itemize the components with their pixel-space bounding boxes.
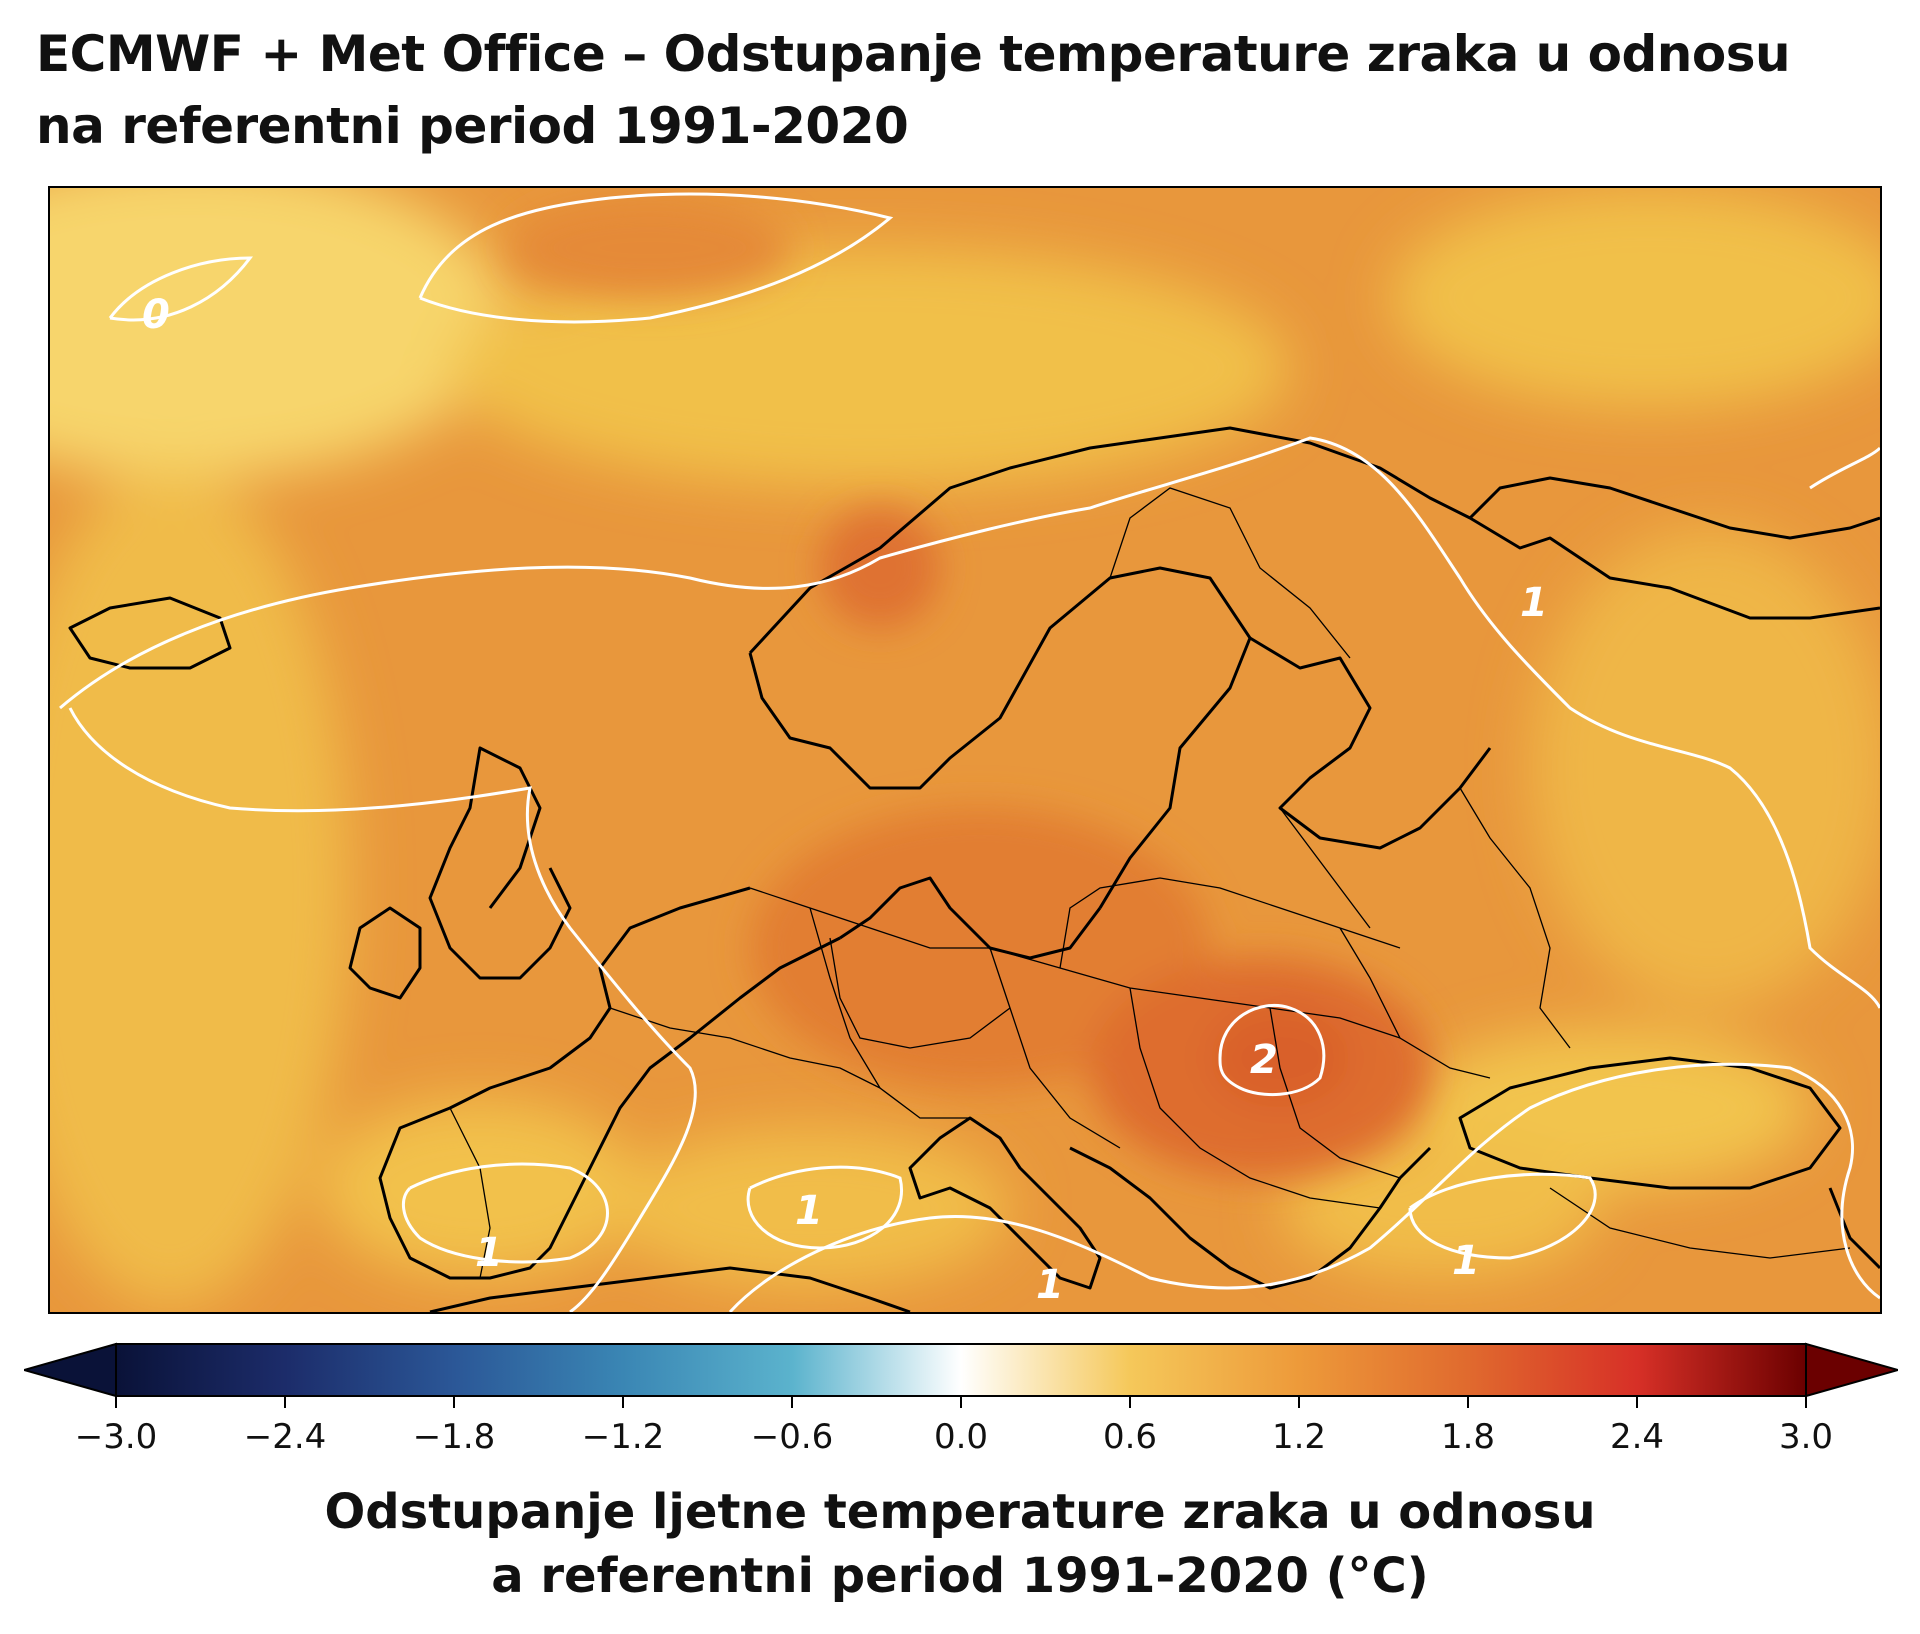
field-cool-greece	[1280, 1138, 1600, 1278]
coast-caspian-edge	[1828, 1187, 1880, 1270]
colorbar-tick-label: −1.2	[582, 1417, 665, 1457]
colorbar-label: Odstupanje ljetne temperature zraka u od…	[0, 1480, 1920, 1608]
field-warm-norway	[820, 508, 940, 628]
coast-black-sea	[1458, 1056, 1842, 1190]
anomaly-contours	[59, 192, 1880, 1312]
coast-norway-south	[748, 566, 1252, 909]
border-iberia	[449, 1107, 491, 1279]
contour-1-med	[746, 1165, 903, 1250]
colorbar-tick-label: 2.4	[1610, 1417, 1664, 1457]
contour-label-sicily-1: 1	[1036, 1262, 1064, 1308]
colorbar-tick-label: −1.8	[413, 1417, 496, 1457]
country-borders	[449, 487, 1851, 1279]
contour-1-iberia	[401, 1162, 609, 1264]
border-central-3	[989, 947, 1121, 1149]
contour-1-atlantic	[59, 436, 1880, 1009]
field-cool-sea	[450, 248, 1290, 488]
field-cool-atlantic	[50, 468, 350, 1308]
coast-scandinavia	[748, 426, 1880, 655]
contour-label-balkan-2: 2	[1250, 1037, 1278, 1083]
colorbar-extend-min	[24, 1342, 117, 1398]
coast-ireland	[348, 906, 422, 1000]
coast-russia-arctic	[1468, 476, 1880, 540]
coast-uk	[428, 746, 572, 980]
border-baltics	[1279, 807, 1371, 929]
colorbar-gradient	[115, 1343, 1807, 1397]
colorbar-tick-label: 1.2	[1272, 1417, 1326, 1457]
contour-1-greece	[1408, 1172, 1597, 1260]
colorbar-tick-label: 1.8	[1441, 1417, 1495, 1457]
contour-1-barents	[1809, 446, 1880, 490]
field-cool-iberia	[320, 1098, 640, 1278]
colorbar-tick-label: 0.6	[1103, 1417, 1157, 1457]
colorbar-tick-label: −0.6	[751, 1417, 834, 1457]
map-panel: 0 1 2 1 1 1 1	[48, 186, 1882, 1314]
contour-1-greenland-sea	[418, 192, 894, 324]
field-cool-russia	[1530, 528, 1880, 1008]
contour-label-russia-1: 1	[1520, 580, 1548, 626]
page-title: ECMWF + Met Office – Odstupanje temperat…	[36, 18, 1896, 162]
border-germany	[829, 937, 1011, 1049]
border-nordic	[1109, 487, 1351, 659]
title-line-1: ECMWF + Met Office – Odstupanje temperat…	[36, 25, 1791, 83]
colorbar-label-line-2: a referentni period 1991-2020 (°C)	[491, 1548, 1429, 1604]
contour-label-iberia-1: 1	[475, 1230, 503, 1276]
colorbar: −3.0 −2.4 −1.8 −1.2 −0.6 0.0 0.6 1.2 1.8 2.4 3.0	[24, 1342, 1898, 1457]
colorbar-tick-label: −3.0	[75, 1417, 158, 1457]
border-central-4	[1129, 987, 1381, 1209]
border-central-5	[1269, 1007, 1401, 1179]
colorbar-tick-label: −2.4	[244, 1417, 327, 1457]
field-cool-arctic	[50, 188, 510, 478]
colorbar-label-line-1: Odstupanje ljetne temperature zraka u od…	[324, 1484, 1596, 1540]
colorbar-extend-max	[1805, 1342, 1898, 1398]
anomaly-field	[50, 188, 1880, 1312]
contour-label-arctic-0: 0	[142, 292, 170, 338]
colorbar-tick-label: 0.0	[934, 1417, 988, 1457]
contour-2-balkans	[1218, 1003, 1326, 1097]
border-ukraine	[1339, 927, 1491, 1079]
contour-labels: 0 1 2 1 1 1 1	[142, 292, 1548, 1308]
border-central-2	[809, 907, 970, 1119]
title-line-2: na referentni period 1991-2020	[36, 97, 909, 155]
colorbar-ticks: −3.0 −2.4 −1.8 −1.2 −0.6 0.0 0.6 1.2 1.8 2.4 3.0	[75, 1396, 1833, 1457]
border-poland	[1059, 877, 1401, 969]
field-warm-greenland	[510, 198, 790, 298]
coast-balkans	[1069, 1146, 1432, 1290]
field-cool-barents	[1390, 188, 1880, 408]
border-russia-west	[1459, 787, 1571, 1049]
coast-finland	[1249, 636, 1492, 850]
coast-baltic	[839, 876, 1102, 960]
colorbar-tick-label: 3.0	[1779, 1417, 1833, 1457]
europe-anomaly-map: 0 1 2 1 1 1 1	[50, 188, 1880, 1312]
border-france-spain	[609, 1007, 881, 1089]
contour-0-arctic	[108, 256, 254, 322]
contour-label-turkey-1: 1	[1452, 1238, 1480, 1284]
coast-africa	[429, 1266, 911, 1312]
contour-label-med-1: 1	[795, 1188, 823, 1234]
contour-1-uk	[68, 707, 697, 1312]
coast-iceland	[68, 596, 232, 670]
